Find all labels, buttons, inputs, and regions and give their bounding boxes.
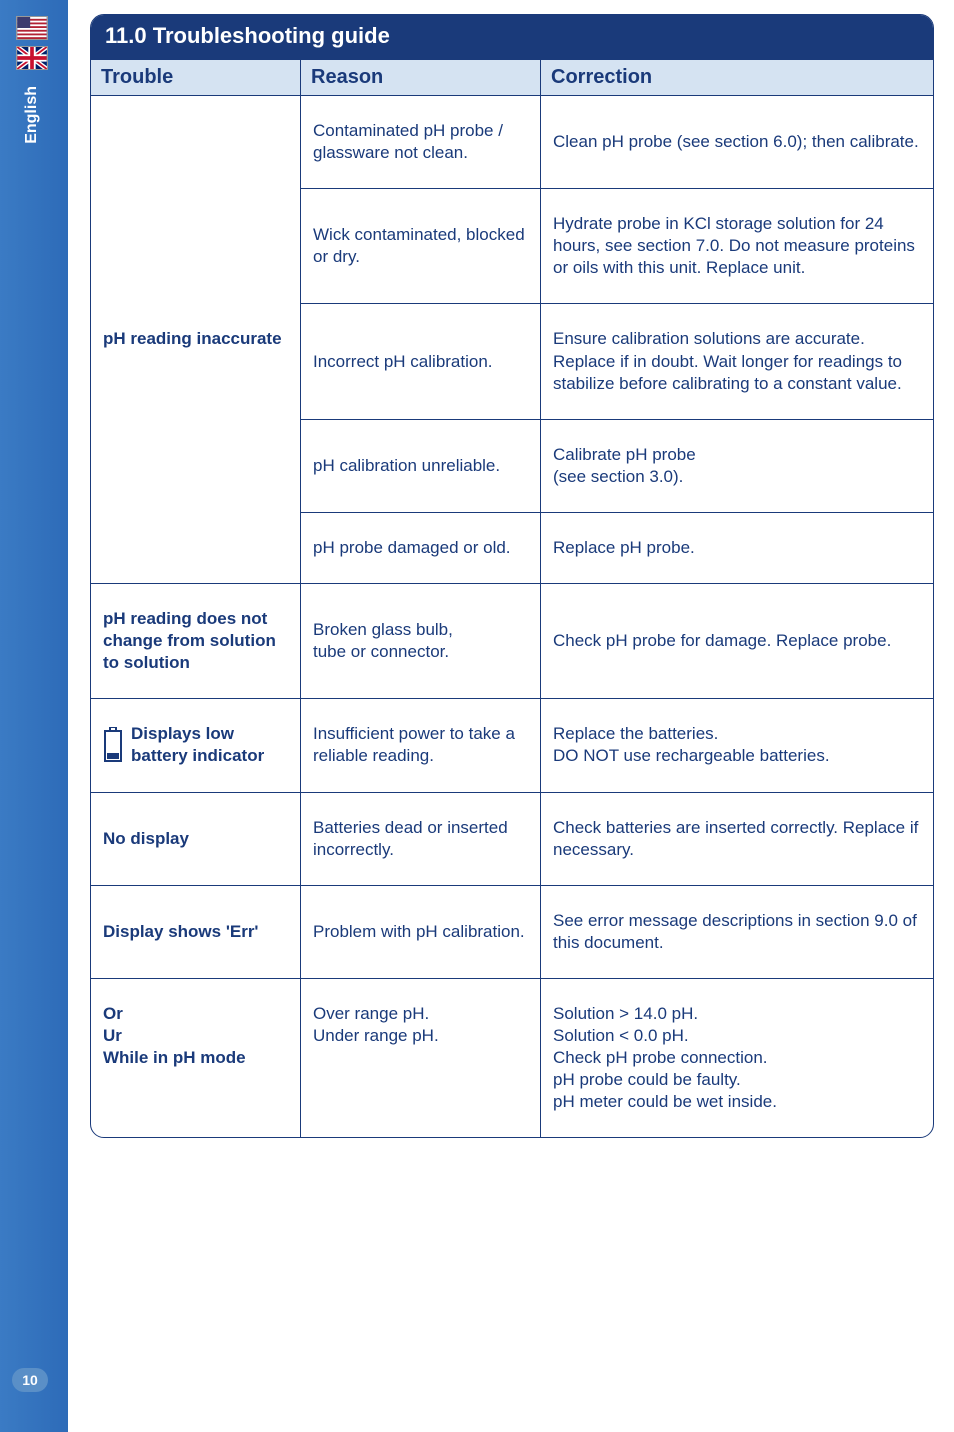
main-content: 11.0 Troubleshooting guide Trouble Reaso… bbox=[90, 14, 934, 1138]
flag-us-icon bbox=[16, 16, 48, 40]
header-trouble: Trouble bbox=[91, 59, 301, 95]
header-correction: Correction bbox=[541, 59, 933, 95]
table-row: Displays low battery indicator Insuffici… bbox=[91, 698, 933, 791]
correction-cell: Check batteries are inserted correctly. … bbox=[541, 792, 933, 885]
correction-cell: Calibrate pH probe (see section 3.0). bbox=[541, 419, 933, 512]
correction-cell: Solution > 14.0 pH. Solution < 0.0 pH. C… bbox=[541, 978, 933, 1137]
trouble-cell: pH reading inaccurate bbox=[91, 95, 301, 583]
battery-low-icon bbox=[103, 727, 123, 763]
table-row: No display Batteries dead or inserted in… bbox=[91, 792, 933, 885]
trouble-cell: Or Ur While in pH mode bbox=[91, 978, 301, 1137]
trouble-cell: Display shows 'Err' bbox=[91, 885, 301, 978]
troubleshooting-table: 11.0 Troubleshooting guide Trouble Reaso… bbox=[90, 14, 934, 1138]
language-label: English bbox=[23, 86, 41, 144]
reason-cell: Over range pH. Under range pH. bbox=[301, 978, 541, 1137]
reason-cell: Contaminated pH probe / glassware not cl… bbox=[301, 95, 541, 188]
correction-cell: Ensure calibration solutions are accurat… bbox=[541, 303, 933, 418]
side-band bbox=[0, 0, 68, 1432]
page-number: 10 bbox=[12, 1368, 48, 1392]
reason-cell: pH probe damaged or old. bbox=[301, 512, 541, 583]
flag-uk-icon bbox=[16, 46, 48, 70]
trouble-cell: pH reading does not change from solution… bbox=[91, 583, 301, 698]
reason-cell: pH calibration unreliable. bbox=[301, 419, 541, 512]
table-row: Or Ur While in pH mode Over range pH. Un… bbox=[91, 978, 933, 1137]
correction-cell: Clean pH probe (see section 6.0); then c… bbox=[541, 95, 933, 188]
sidebar: English bbox=[8, 16, 56, 144]
reason-cell: Insufficient power to take a reliable re… bbox=[301, 698, 541, 791]
correction-cell: Replace the batteries. DO NOT use rechar… bbox=[541, 698, 933, 791]
correction-cell: Hydrate probe in KCl storage solution fo… bbox=[541, 188, 933, 303]
table-row: Display shows 'Err' Problem with pH cali… bbox=[91, 885, 933, 978]
reason-cell: Batteries dead or inserted incorrectly. bbox=[301, 792, 541, 885]
correction-cell: Check pH probe for damage. Replace probe… bbox=[541, 583, 933, 698]
table-title-row: 11.0 Troubleshooting guide bbox=[91, 15, 933, 59]
table-header-row: Trouble Reason Correction bbox=[91, 59, 933, 95]
header-reason: Reason bbox=[301, 59, 541, 95]
trouble-label: Displays low battery indicator bbox=[131, 723, 264, 767]
correction-cell: See error message descriptions in sectio… bbox=[541, 885, 933, 978]
reason-cell: Wick contaminated, blocked or dry. bbox=[301, 188, 541, 303]
reason-cell: Problem with pH calibration. bbox=[301, 885, 541, 978]
reason-cell: Incorrect pH calibration. bbox=[301, 303, 541, 418]
table-row: pH reading inaccurate Contaminated pH pr… bbox=[91, 95, 933, 188]
correction-cell: Replace pH probe. bbox=[541, 512, 933, 583]
table-row: pH reading does not change from solution… bbox=[91, 583, 933, 698]
table-title: 11.0 Troubleshooting guide bbox=[91, 15, 933, 59]
reason-cell: Broken glass bulb, tube or connector. bbox=[301, 583, 541, 698]
trouble-cell: Displays low battery indicator bbox=[91, 698, 301, 791]
trouble-cell: No display bbox=[91, 792, 301, 885]
